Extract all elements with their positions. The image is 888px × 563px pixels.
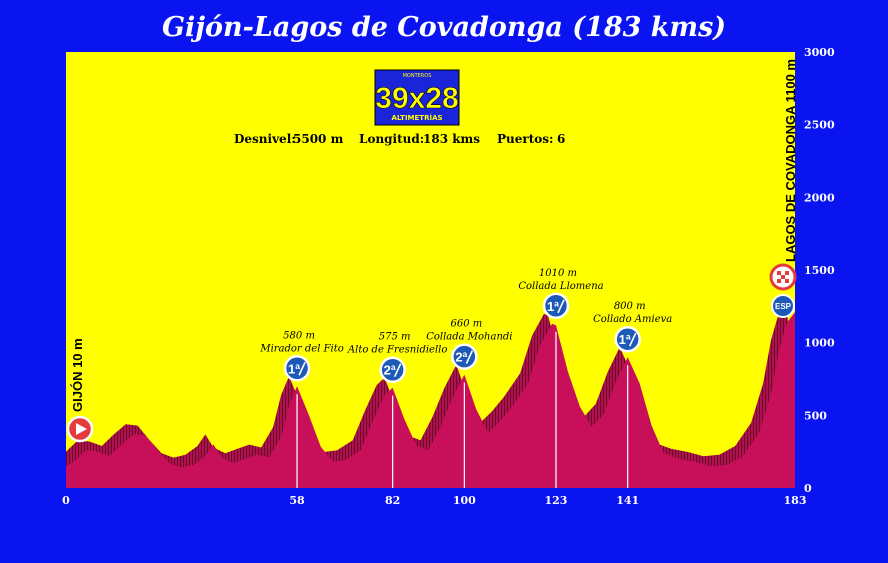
climb-category: 1ª	[547, 299, 559, 314]
start-marker: GIJÓN 10 m	[66, 338, 94, 443]
y-tick-label: 500	[804, 409, 827, 422]
logo-main: 39x28	[375, 82, 458, 115]
x-tick-label: 0	[62, 494, 70, 507]
climb-arrow-icon	[557, 299, 565, 314]
climb-altitude: 800 m	[614, 301, 646, 312]
category-icon	[379, 356, 406, 383]
climb-name: Collado Amieva	[593, 314, 672, 325]
climb-arrow-icon	[393, 363, 402, 378]
longitud-value: 183 kms	[423, 132, 480, 146]
profile-area	[66, 312, 795, 488]
climb-category: 2ª	[384, 363, 396, 378]
finish-category-badge: ESP	[775, 302, 792, 311]
stats-row: Desnivel: 5500 m Longitud: 183 kms Puert…	[234, 132, 565, 146]
desnivel-value: 5500 m	[293, 132, 344, 146]
climb-category: 2ª	[455, 350, 467, 365]
climb-category: 1ª	[288, 361, 300, 376]
y-tick-label: 1500	[804, 264, 835, 277]
finish-label: LAGOS DE COVADONGA 1100 m	[783, 59, 798, 262]
x-tick-label: 58	[289, 494, 305, 507]
y-tick-label: 3000	[804, 46, 835, 59]
climb-category: 1ª	[619, 332, 631, 347]
x-tick-label: 82	[385, 494, 400, 507]
x-tick-label: 183	[784, 494, 807, 507]
climb-altitude: 660 m	[450, 319, 482, 330]
finish-category-icon	[771, 294, 795, 318]
category-icon	[542, 292, 570, 320]
climb-arrow-icon	[628, 332, 637, 347]
x-tick-label: 100	[453, 494, 476, 507]
climb-name: Alto de Fresnidiello	[347, 345, 447, 356]
category-icon	[451, 343, 478, 370]
desnivel-label: Desnivel:	[234, 132, 296, 146]
finish-marker: LAGOS DE COVADONGA 1100 m ESP	[769, 59, 798, 318]
start-label: GIJÓN 10 m	[70, 338, 85, 412]
climb-name: Mirador del Fito	[259, 343, 343, 354]
y-tick-label: 2000	[804, 191, 835, 204]
longitud-label: Longitud:	[359, 132, 424, 146]
y-tick-label: 2500	[804, 119, 835, 132]
climb-arrow-icon	[298, 361, 306, 376]
y-tick-label: 1000	[804, 337, 835, 350]
logo: MONTEROS 39x28 ALTIMETRÍAS	[374, 69, 460, 126]
category-icon	[614, 325, 641, 353]
chart-title: Gijón-Lagos de Covadonga (183 kms)	[161, 12, 727, 43]
climb-altitude: 580 m	[283, 330, 315, 341]
climb-altitude: 1010 m	[539, 268, 577, 279]
climb-name: Collada Llomena	[518, 281, 603, 292]
x-tick-label: 141	[616, 494, 639, 507]
logo-top: MONTEROS	[403, 73, 432, 79]
puertos-label: Puertos:	[497, 132, 553, 146]
x-tick-label: 123	[544, 494, 567, 507]
category-icon	[283, 355, 311, 382]
puertos-value: 6	[557, 132, 565, 146]
climb-name: Collada Mohandi	[426, 332, 512, 343]
logo-bottom: ALTIMETRÍAS	[391, 113, 442, 122]
climb-altitude: 575 m	[379, 332, 411, 343]
climb-arrow-icon	[465, 350, 474, 364]
y-tick-label: 0	[804, 482, 812, 495]
